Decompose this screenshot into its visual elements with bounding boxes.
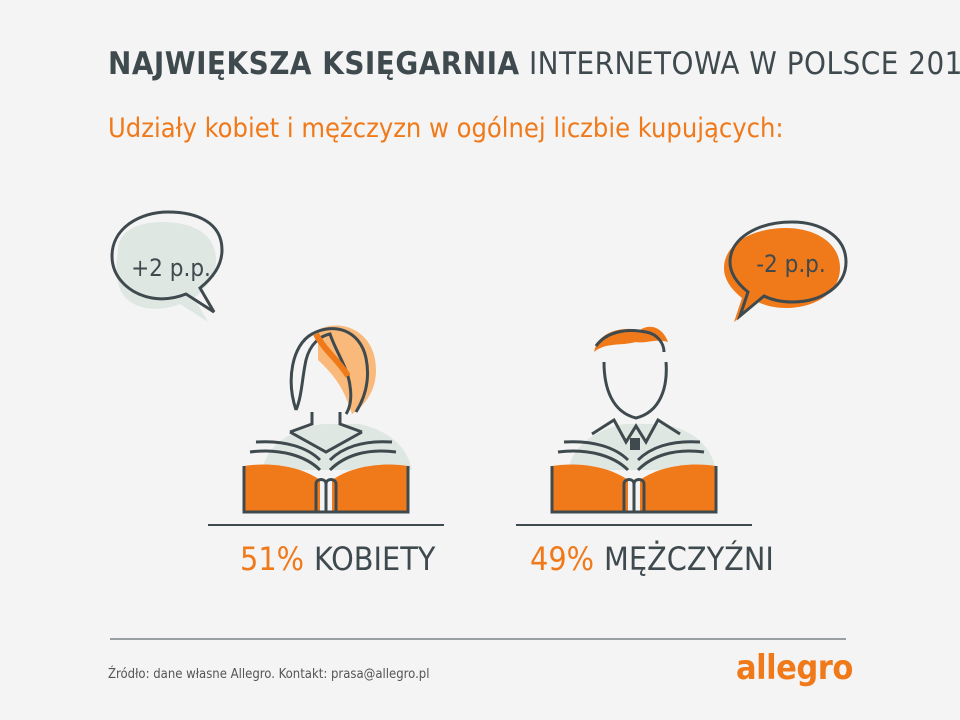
title-bold: NAJWIĘKSZA KSIĘGARNIA bbox=[108, 46, 520, 82]
men-stat: 49% MĘŻCZYŹNI bbox=[530, 540, 774, 578]
women-change-badge: +2 p.p. bbox=[131, 254, 211, 282]
page-title: NAJWIĘKSZA KSIĘGARNIA INTERNETOWA W POLS… bbox=[108, 46, 960, 82]
women-stat: 51% KOBIETY bbox=[240, 540, 435, 578]
men-change-badge: -2 p.p. bbox=[756, 250, 826, 278]
men-label: MĘŻCZYŹNI bbox=[603, 540, 774, 578]
men-percent: 49% bbox=[530, 540, 594, 578]
man-reading-icon bbox=[550, 326, 718, 514]
title-rest: INTERNETOWA W POLSCE 2016 bbox=[528, 46, 960, 82]
women-label: KOBIETY bbox=[313, 540, 436, 578]
subtitle: Udziały kobiet i mężczyzn w ogólnej licz… bbox=[108, 113, 784, 144]
women-percent: 51% bbox=[240, 540, 304, 578]
speech-bubble-icon-left bbox=[110, 210, 224, 322]
speech-bubble-icon-right bbox=[724, 220, 848, 322]
source-note: Źródło: dane własne Allegro. Kontakt: pr… bbox=[108, 667, 430, 682]
woman-reading-icon bbox=[242, 325, 412, 514]
allegro-logo: allegro bbox=[736, 648, 853, 688]
